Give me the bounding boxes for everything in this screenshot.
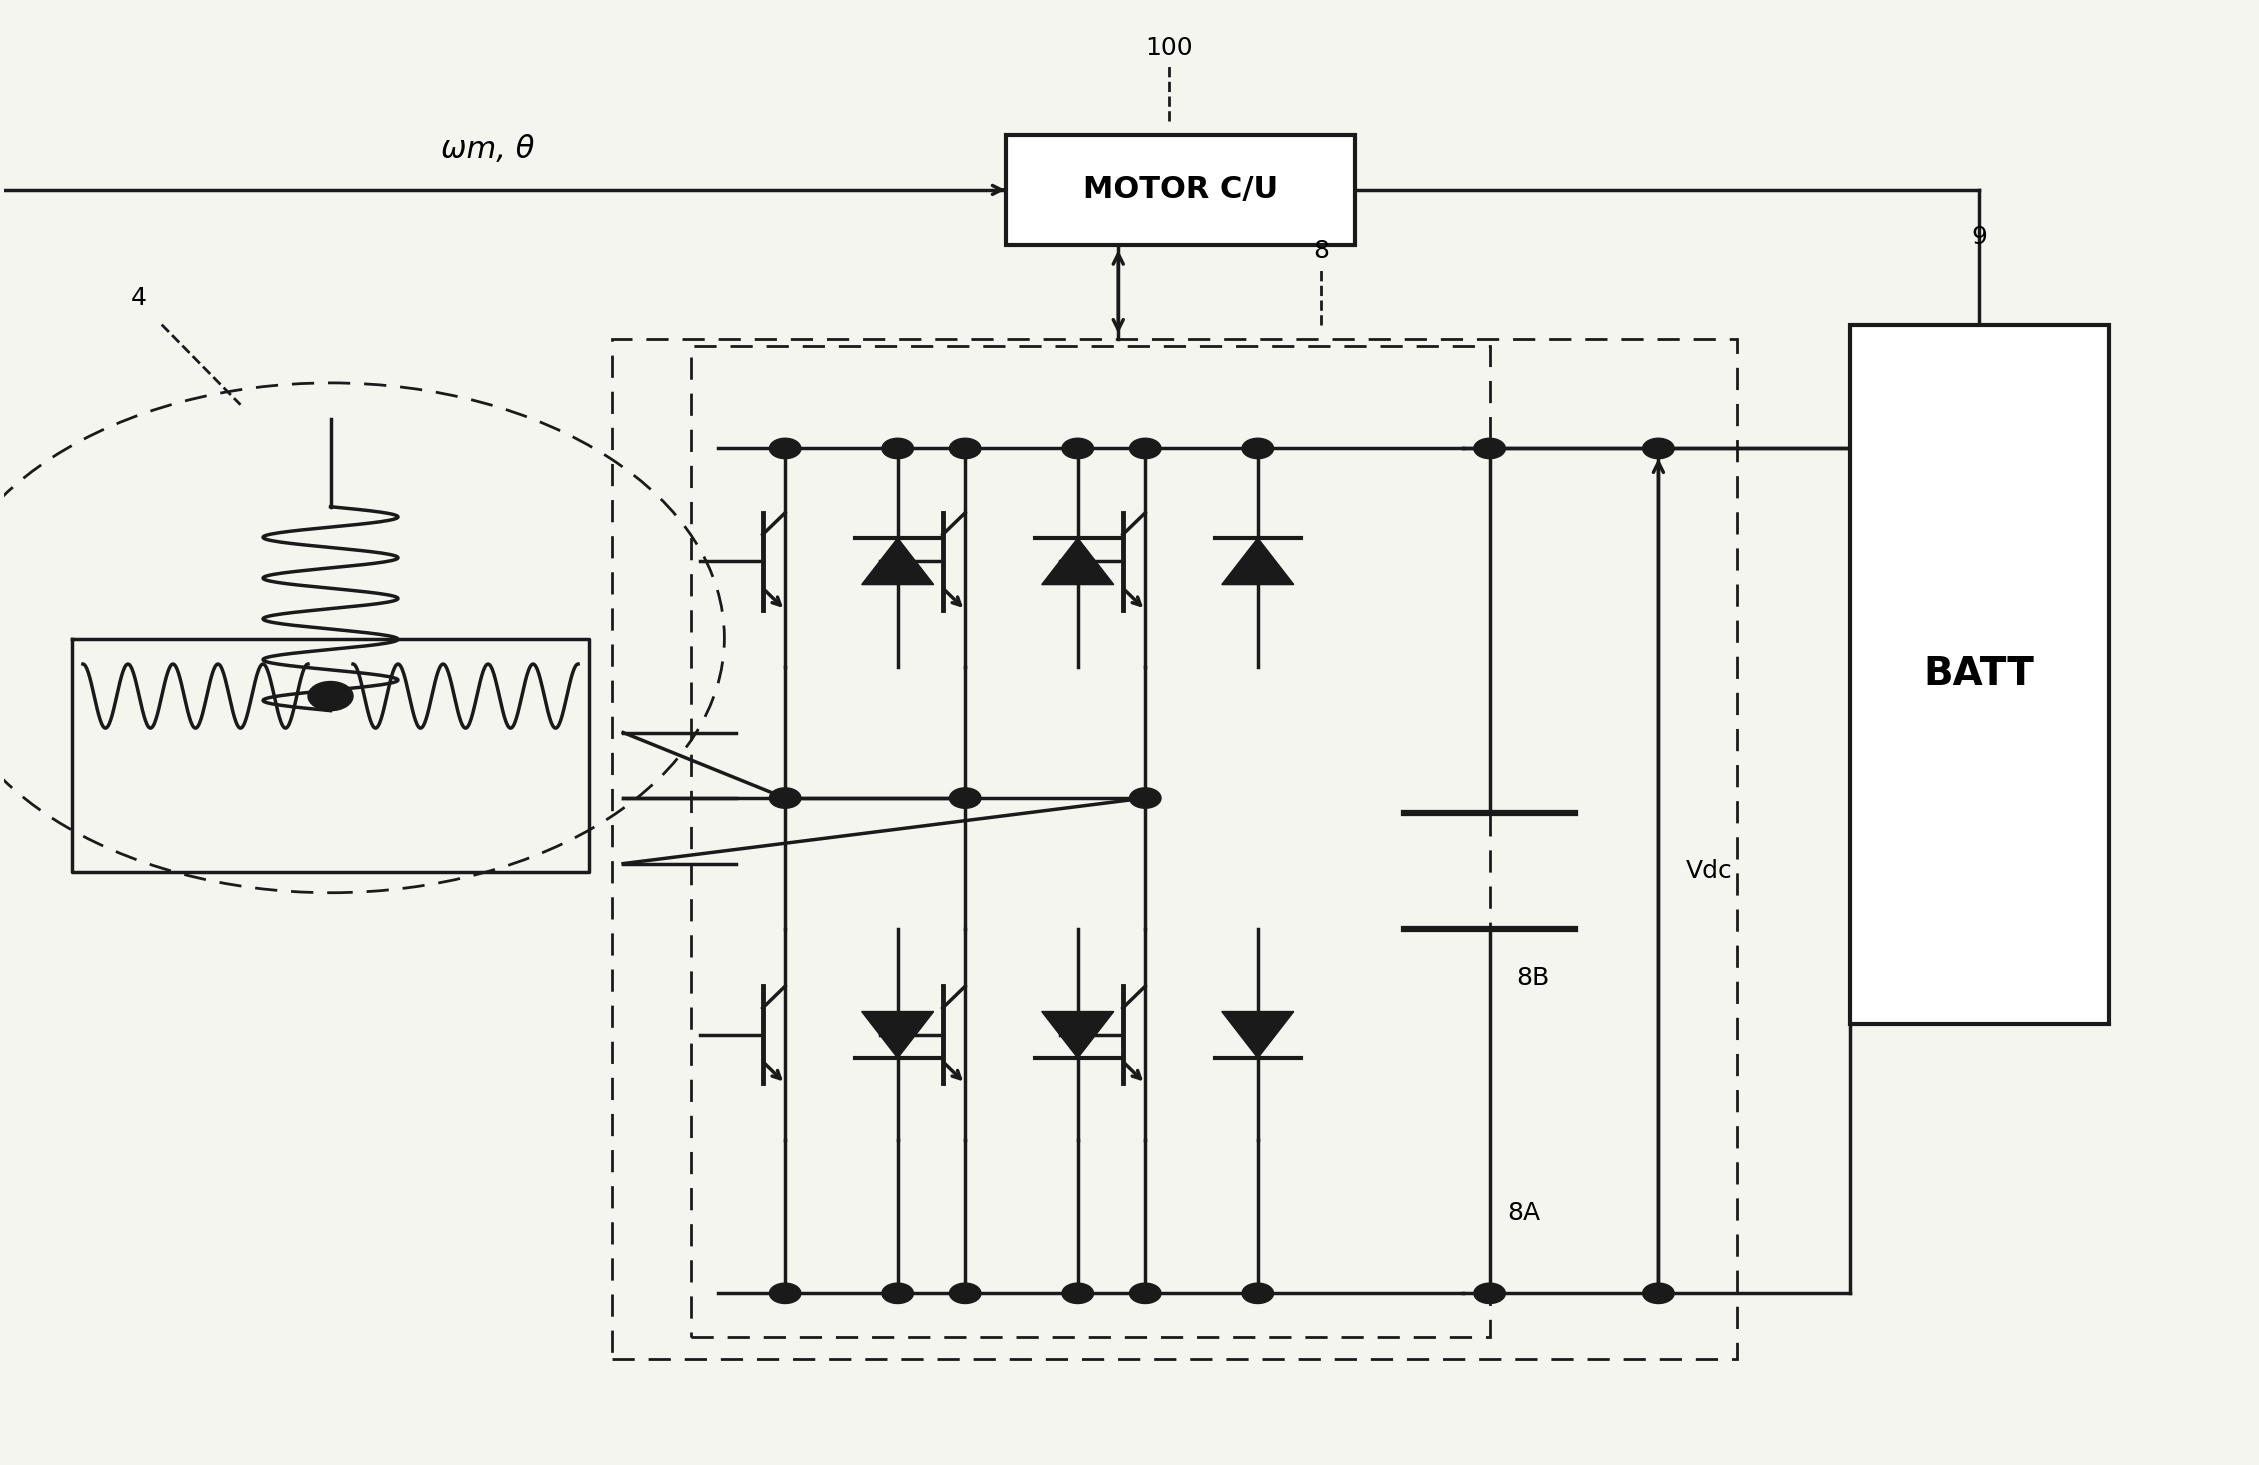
Polygon shape — [1041, 538, 1114, 585]
Text: 9: 9 — [1972, 226, 1988, 249]
Text: Vdc: Vdc — [1685, 858, 1733, 883]
Text: BATT: BATT — [1925, 655, 2035, 693]
Polygon shape — [861, 538, 933, 585]
Circle shape — [770, 788, 802, 809]
Text: 8B: 8B — [1516, 965, 1550, 989]
Bar — [1850, 325, 2108, 1024]
Circle shape — [881, 438, 913, 459]
Circle shape — [949, 788, 980, 809]
Circle shape — [770, 438, 802, 459]
Text: 4: 4 — [131, 286, 147, 311]
Polygon shape — [1222, 1011, 1294, 1058]
Circle shape — [1473, 438, 1504, 459]
Circle shape — [1062, 1283, 1093, 1304]
Text: ωm, θ: ωm, θ — [441, 135, 535, 164]
Circle shape — [307, 681, 352, 711]
Bar — [1005, 135, 1355, 245]
Bar — [612, 340, 1737, 1360]
Text: 8A: 8A — [1507, 1201, 1541, 1225]
Circle shape — [1642, 1283, 1674, 1304]
Polygon shape — [861, 1011, 933, 1058]
Circle shape — [1130, 1283, 1161, 1304]
Circle shape — [1242, 438, 1274, 459]
Bar — [691, 347, 1489, 1338]
Circle shape — [1062, 438, 1093, 459]
Text: 8: 8 — [1312, 239, 1328, 264]
Polygon shape — [1041, 1011, 1114, 1058]
Polygon shape — [1222, 538, 1294, 585]
Circle shape — [1130, 438, 1161, 459]
Circle shape — [1130, 788, 1161, 809]
Circle shape — [1242, 1283, 1274, 1304]
Text: 100: 100 — [1145, 35, 1193, 60]
Circle shape — [1473, 1283, 1504, 1304]
Circle shape — [949, 438, 980, 459]
Circle shape — [949, 1283, 980, 1304]
Circle shape — [770, 1283, 802, 1304]
Text: MOTOR C/U: MOTOR C/U — [1082, 176, 1279, 205]
Circle shape — [1642, 438, 1674, 459]
Circle shape — [881, 1283, 913, 1304]
